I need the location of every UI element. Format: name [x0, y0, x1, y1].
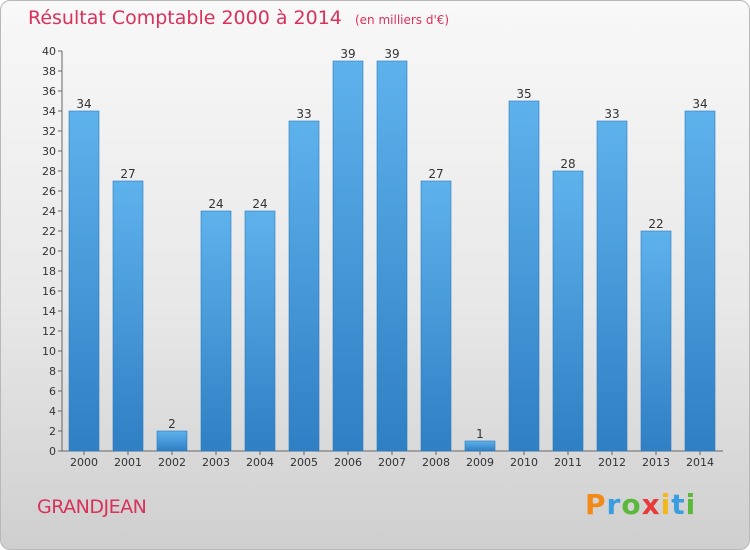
- x-tick-label: 2000: [70, 456, 98, 469]
- y-tick-label: 14: [42, 305, 56, 318]
- data-label-2001: 27: [120, 167, 135, 181]
- y-tick-label: 28: [42, 165, 56, 178]
- bar-2000: [68, 110, 100, 452]
- bar-2013: [640, 230, 672, 452]
- data-label-2010: 35: [516, 87, 531, 101]
- bar-2009: [464, 440, 496, 452]
- data-label-2005: 33: [296, 107, 311, 121]
- y-tick-label: 32: [42, 125, 56, 138]
- commune-name: GRANDJEAN: [37, 496, 147, 518]
- bar-2007: [376, 60, 408, 452]
- data-label-2002: 2: [168, 417, 176, 431]
- bar-2012: [596, 120, 628, 452]
- y-tick-label: 34: [42, 105, 56, 118]
- data-label-2000: 34: [76, 97, 91, 111]
- x-tick-label: 2008: [422, 456, 450, 469]
- x-tick-label: 2007: [378, 456, 406, 469]
- x-tick-label: 2001: [114, 456, 142, 469]
- logo-letter: x: [641, 488, 661, 521]
- bar-2011: [552, 170, 584, 452]
- x-tick-label: 2003: [202, 456, 230, 469]
- y-tick-label: 12: [42, 325, 56, 338]
- y-tick-label: 16: [42, 285, 56, 298]
- y-tick-label: 38: [42, 65, 56, 78]
- y-tick-label: 4: [49, 405, 56, 418]
- y-tick-label: 20: [42, 245, 56, 258]
- title-row: Résultat Comptable 2000 à 2014 (en milli…: [28, 7, 449, 29]
- proxiti-logo: Proxiti: [585, 488, 696, 521]
- x-tick-label: 2004: [246, 456, 274, 469]
- x-tick-label: 2013: [642, 456, 670, 469]
- chart-unit: (en milliers d'€): [354, 13, 450, 27]
- y-tick-label: 0: [49, 445, 56, 458]
- bar-2010: [508, 100, 540, 452]
- bar-2001: [112, 180, 144, 452]
- bars: [68, 60, 716, 452]
- data-labels: 34 27 2 24 24 33 39 39 27 1 35 28 33 22 34: [76, 47, 707, 441]
- y-tick-label: 18: [42, 265, 56, 278]
- chart-title: Résultat Comptable 2000 à 2014: [28, 7, 342, 29]
- data-label-2004: 24: [252, 197, 267, 211]
- bar-2002: [156, 430, 188, 452]
- data-label-2014: 34: [692, 97, 707, 111]
- data-label-2006: 39: [340, 47, 355, 61]
- bar-2004: [244, 210, 276, 452]
- x-tick-label: 2005: [290, 456, 318, 469]
- x-tick-label: 2012: [598, 456, 626, 469]
- bar-2008: [420, 180, 452, 452]
- data-label-2008: 27: [428, 167, 443, 181]
- data-label-2007: 39: [384, 47, 399, 61]
- x-tick-label: 2002: [158, 456, 186, 469]
- logo-letter: P: [585, 488, 607, 521]
- logo-letter: t: [671, 488, 686, 521]
- y-tick-label: 36: [42, 85, 56, 98]
- x-tick-label: 2006: [334, 456, 362, 469]
- data-label-2003: 24: [208, 197, 223, 211]
- data-label-2012: 33: [604, 107, 619, 121]
- bar-2003: [200, 210, 232, 452]
- y-tick-label: 6: [49, 385, 56, 398]
- x-tick-label: 2011: [554, 456, 582, 469]
- logo-letter: o: [621, 488, 642, 521]
- logo-letter: i: [660, 488, 672, 521]
- y-tick-label: 26: [42, 185, 56, 198]
- y-tick-label: 40: [42, 45, 56, 58]
- bar-2014: [684, 110, 716, 452]
- logo-letter: r: [606, 488, 622, 521]
- y-tick-label: 8: [49, 365, 56, 378]
- x-tick-label: 2010: [510, 456, 538, 469]
- bar-2005: [288, 120, 320, 452]
- x-tick-label: 2014: [686, 456, 714, 469]
- data-label-2013: 22: [648, 217, 663, 231]
- data-label-2011: 28: [560, 157, 575, 171]
- data-label-2009: 1: [476, 427, 484, 441]
- bar-2006: [332, 60, 364, 452]
- y-tick-label: 2: [49, 425, 56, 438]
- logo-letter: i: [685, 488, 697, 521]
- y-tick-label: 24: [42, 205, 56, 218]
- y-tick-label: 30: [42, 145, 56, 158]
- y-tick-label: 10: [42, 345, 56, 358]
- y-tick-label: 22: [42, 225, 56, 238]
- x-tick-label: 2009: [466, 456, 494, 469]
